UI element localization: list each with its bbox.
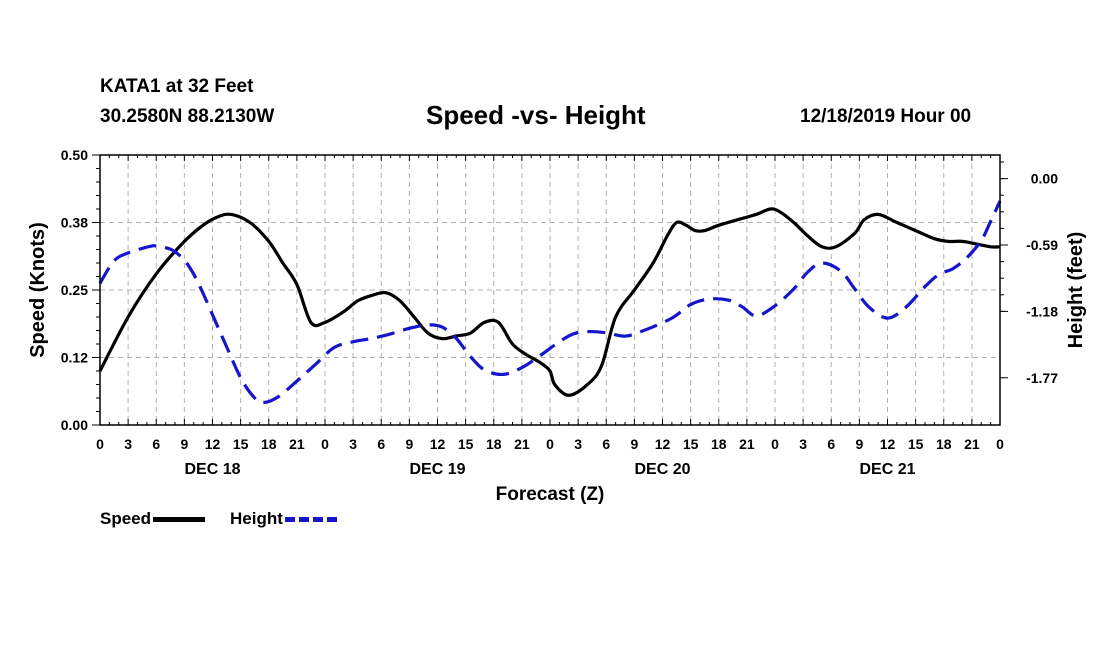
- x-tick-label: 12: [880, 436, 896, 452]
- station-name: KATA1 at 32 Feet: [100, 76, 254, 97]
- grid-layer: [100, 155, 1000, 425]
- day-label: DEC 20: [634, 461, 690, 478]
- x-tick-label: 6: [377, 436, 385, 452]
- legend-height-swatch: [284, 516, 337, 522]
- x-tick-label: 15: [233, 436, 249, 452]
- y-right-tick-label: 0.00: [1031, 171, 1058, 187]
- y-right-tick-label: -1.18: [1026, 303, 1058, 319]
- x-tick-label: 21: [964, 436, 980, 452]
- x-tick-label: 0: [321, 436, 329, 452]
- y-axis-label-left: Speed (Knots): [27, 222, 49, 358]
- run-date: 12/18/2019 Hour 00: [800, 106, 972, 127]
- y-left-tick-label: 0.38: [61, 215, 88, 231]
- x-tick-label: 6: [827, 436, 835, 452]
- x-tick-label: 18: [936, 436, 952, 452]
- y-left-tick-label: 0.50: [61, 147, 88, 163]
- x-tick-label: 6: [602, 436, 610, 452]
- y-right-tick-label: -0.59: [1026, 237, 1058, 253]
- x-tick-label: 15: [908, 436, 924, 452]
- x-tick-label: 0: [996, 436, 1004, 452]
- x-tick-label: 12: [205, 436, 221, 452]
- x-tick-label: 15: [683, 436, 699, 452]
- x-tick-label: 9: [180, 436, 188, 452]
- series-height-line: [98, 200, 1002, 405]
- station-coordinates: 30.2580N 88.2130W: [100, 106, 275, 127]
- x-tick-label: 12: [655, 436, 671, 452]
- day-label: DEC 19: [409, 461, 465, 478]
- x-tick-label: 15: [458, 436, 474, 452]
- series-speed-line: [98, 207, 1001, 397]
- x-tick-label: 9: [855, 436, 863, 452]
- x-tick-label: 3: [574, 436, 582, 452]
- x-tick-label: 0: [546, 436, 554, 452]
- day-label: DEC 18: [184, 461, 240, 478]
- chart-title: Speed -vs- Height: [426, 100, 646, 130]
- legend-speed: Speed: [100, 509, 206, 529]
- legend-speed-label: Speed: [100, 509, 152, 528]
- x-tick-label: 18: [486, 436, 502, 452]
- x-tick-label: 0: [771, 436, 779, 452]
- x-tick-label: 3: [799, 436, 807, 452]
- x-tick-label: 3: [124, 436, 132, 452]
- x-tick-label: 18: [711, 436, 727, 452]
- day-label: DEC 21: [859, 461, 915, 478]
- y-axis-label-right: Height (feet): [1065, 232, 1087, 349]
- x-tick-label: 21: [289, 436, 305, 452]
- legend-speed-swatch: [153, 516, 206, 522]
- legend-height: Height: [230, 509, 337, 529]
- x-axis-label: Forecast (Z): [496, 484, 605, 505]
- x-tick-label: 9: [405, 436, 413, 452]
- series-layer: [98, 200, 1002, 405]
- x-tick-label: 21: [739, 436, 755, 452]
- y-left-tick-label: 0.25: [61, 282, 88, 298]
- x-tick-label: 3: [349, 436, 357, 452]
- x-tick-label: 18: [261, 436, 277, 452]
- x-tick-label: 9: [630, 436, 638, 452]
- x-tick-label: 6: [152, 436, 160, 452]
- y-right-tick-label: -1.77: [1026, 370, 1058, 386]
- y-left-tick-label: 0.00: [61, 417, 88, 433]
- legend-height-label: Height: [230, 509, 283, 528]
- x-tick-label: 0: [96, 436, 104, 452]
- x-tick-label: 12: [430, 436, 446, 452]
- axes-layer: 0 3 6 9 12 15 18 21 0 3 6 9 12 15 18 21 0 3 6 9 12 15 18 21 0 3 6 9…: [61, 147, 1058, 478]
- y-left-tick-label: 0.12: [61, 350, 88, 366]
- x-tick-label: 21: [514, 436, 530, 452]
